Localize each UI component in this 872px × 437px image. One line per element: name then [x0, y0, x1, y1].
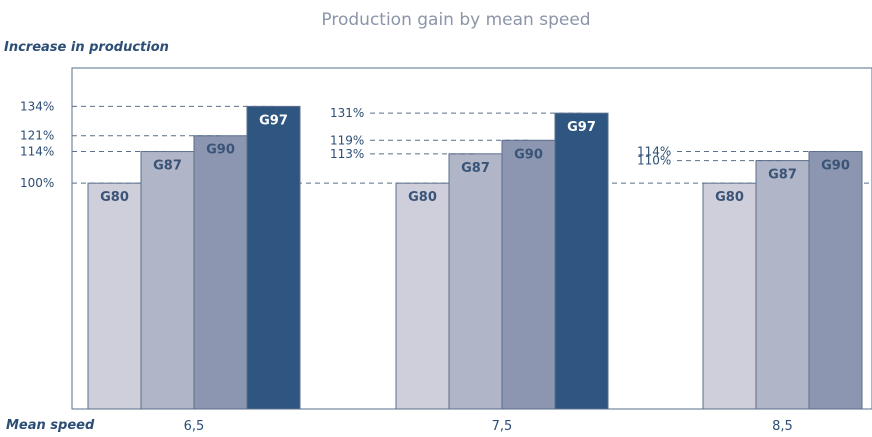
bar-label-G87-0: G87: [153, 159, 182, 174]
x-tick-label-1: 7,5: [492, 419, 513, 434]
bar-label-G97-0: G97: [259, 113, 288, 128]
value-label-0-2: 114%: [20, 145, 54, 159]
bar-label-G80-0: G80: [100, 190, 129, 205]
value-label-1-0: 131%: [330, 106, 364, 120]
chart-title: Production gain by mean speed: [321, 10, 591, 30]
bar-G90-2: [808, 151, 863, 410]
bar-G87-0: [140, 151, 195, 410]
y-axis-label: Increase in production: [4, 40, 169, 55]
bar-G87-1: [448, 153, 503, 410]
bar-G80-0: [87, 182, 142, 410]
value-label-1-1: 119%: [330, 133, 364, 147]
x-tick-label-2: 8,5: [772, 419, 793, 434]
value-label-1-2: 113%: [330, 147, 364, 161]
bar-label-G87-1: G87: [461, 161, 490, 176]
bar-G90-1: [501, 139, 556, 410]
bar-G97-0: [246, 105, 301, 410]
value-label-0-3: 100%: [20, 176, 54, 190]
value-label-2-0: 114%: [637, 145, 671, 159]
bar-G80-1: [395, 182, 450, 410]
bar-label-G90-2: G90: [821, 159, 850, 174]
bar-label-G90-0: G90: [206, 143, 235, 158]
x-axis-label: Mean speed: [6, 418, 95, 433]
bar-label-G80-1: G80: [408, 190, 437, 205]
bar-G97-1: [554, 112, 609, 410]
bar-label-G90-1: G90: [514, 147, 543, 162]
bar-G80-2: [702, 182, 757, 410]
value-label-0-0: 134%: [20, 99, 54, 113]
bar-G87-2: [755, 160, 810, 410]
bar-G90-0: [193, 135, 248, 410]
bar-label-G87-2: G87: [768, 168, 797, 183]
bar-label-G97-1: G97: [567, 120, 596, 135]
value-label-2-1: 110%: [637, 154, 671, 168]
x-tick-label-0: 6,5: [184, 419, 205, 434]
value-label-0-1: 121%: [20, 129, 54, 143]
bar-label-G80-2: G80: [715, 190, 744, 205]
